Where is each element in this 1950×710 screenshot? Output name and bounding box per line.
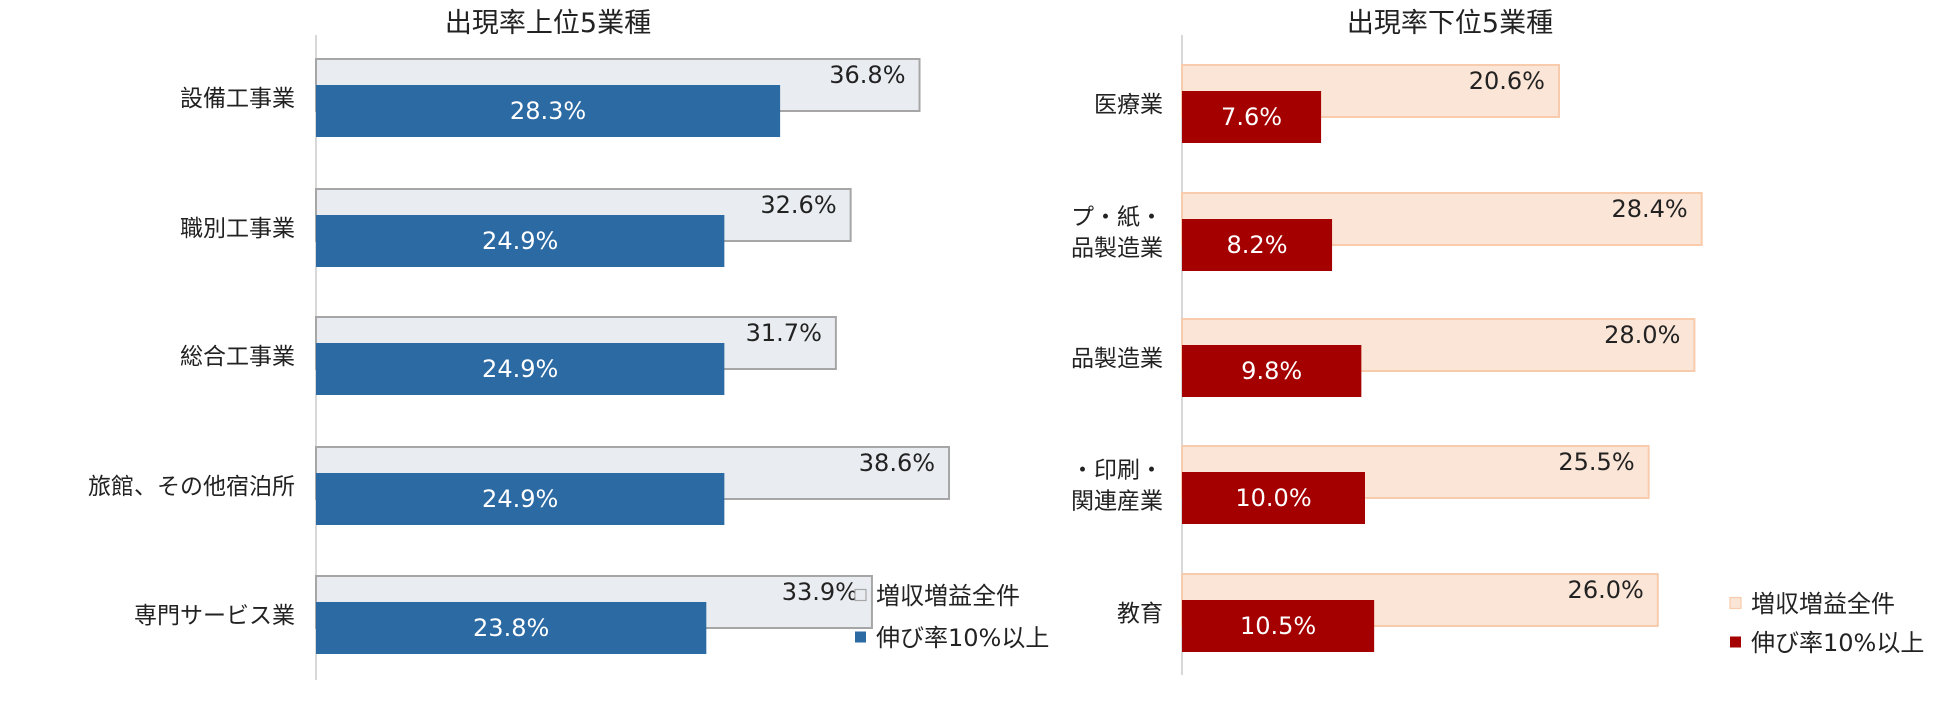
bottom5-bar-growth bbox=[1182, 91, 1322, 143]
top5-label-growth: 24.9% bbox=[482, 227, 558, 255]
top5-category-label: 旅館、その他宿泊所 bbox=[88, 474, 295, 500]
bottom5-legend-swatch bbox=[1729, 596, 1742, 610]
bottom5-category-label: 医療業 bbox=[1094, 92, 1163, 118]
top5-label-growth: 23.8% bbox=[473, 614, 549, 642]
top5-label-all-cases: 36.8% bbox=[829, 61, 905, 89]
top5-legend-swatch bbox=[855, 631, 866, 643]
top5-legend-label: 伸び率10%以上 bbox=[876, 624, 1049, 652]
top5-label-all-cases: 31.7% bbox=[746, 319, 822, 347]
top5-bar-growth bbox=[316, 215, 725, 267]
bottom5-category-label: 出版・印刷・同関連産業 bbox=[1070, 458, 1163, 515]
top5-bar-growth bbox=[316, 473, 725, 525]
bottom5-label-all-cases: 26.0% bbox=[1568, 576, 1644, 604]
top5-category-label: 専門サービス業 bbox=[134, 603, 295, 629]
bottom5-bar-chart: 出現率下位5業種 20.6% 7.6% 医療業 28.4% 8.2% パルプ・紙・紙加工品製… bbox=[1070, 8, 1924, 675]
bottom5-label-growth: 10.5% bbox=[1240, 612, 1316, 640]
bottom5-label-growth: 9.8% bbox=[1241, 357, 1302, 385]
bottom5-bar-growth bbox=[1182, 345, 1362, 397]
top5-bar-chart: 出現率上位5業種 36.8% 28.3% 設備工事業 32.6% 24.9% 職別工事業 31… bbox=[88, 8, 1049, 680]
top5-label-growth: 24.9% bbox=[482, 355, 558, 383]
bottom5-label-growth: 8.2% bbox=[1227, 231, 1288, 259]
bottom5-label-all-cases: 28.4% bbox=[1611, 195, 1687, 223]
bottom5-label-all-cases: 25.5% bbox=[1558, 448, 1634, 476]
top5-label-growth: 28.3% bbox=[510, 97, 586, 125]
bottom5-category-label: 教育 bbox=[1117, 601, 1163, 627]
top5-chart-panel: 出現率上位5業種 36.8% 28.3% 設備工事業 32.6% 24.9% 職別工事業 31… bbox=[88, 8, 1049, 680]
top5-label-all-cases: 33.9% bbox=[782, 578, 858, 606]
bottom5-bar-growth bbox=[1182, 219, 1333, 271]
top5-category-label: 総合工事業 bbox=[180, 344, 295, 370]
bottom5-bar-growth bbox=[1182, 472, 1365, 524]
top5-chart-title: 出現率上位5業種 bbox=[445, 8, 651, 39]
bottom5-legend-label: 増収増益全件 bbox=[1751, 590, 1895, 618]
top5-category-label: 職別工事業 bbox=[180, 216, 295, 242]
top5-label-growth: 24.9% bbox=[482, 485, 558, 513]
bottom5-legend-swatch bbox=[1730, 636, 1741, 648]
bottom5-category-label: パルプ・紙・紙加工品製造業 bbox=[1070, 205, 1163, 262]
bottom5-category-label: ゴム製品製造業 bbox=[1070, 346, 1163, 372]
top5-legend-swatch bbox=[854, 588, 867, 602]
top5-legend-label: 増収増益全件 bbox=[876, 582, 1020, 610]
bottom5-label-growth: 7.6% bbox=[1221, 103, 1282, 131]
bottom5-chart-title: 出現率下位5業種 bbox=[1347, 8, 1553, 39]
bottom5-label-all-cases: 28.0% bbox=[1604, 321, 1680, 349]
bottom5-label-all-cases: 20.6% bbox=[1469, 67, 1545, 95]
bottom5-label-growth: 10.0% bbox=[1235, 484, 1311, 512]
bottom5-chart-panel: 出現率下位5業種 20.6% 7.6% 医療業 28.4% 8.2% パルプ・紙・紙加工品製… bbox=[1070, 0, 1950, 710]
top5-label-all-cases: 32.6% bbox=[760, 191, 836, 219]
top5-bar-growth bbox=[316, 343, 725, 395]
bottom5-legend-label: 伸び率10%以上 bbox=[1751, 629, 1924, 657]
top5-bar-growth bbox=[316, 602, 707, 654]
top5-label-all-cases: 38.6% bbox=[859, 449, 935, 477]
bottom5-bar-growth bbox=[1182, 600, 1375, 652]
top5-category-label: 設備工事業 bbox=[180, 86, 295, 112]
top5-bar-growth bbox=[316, 85, 781, 137]
